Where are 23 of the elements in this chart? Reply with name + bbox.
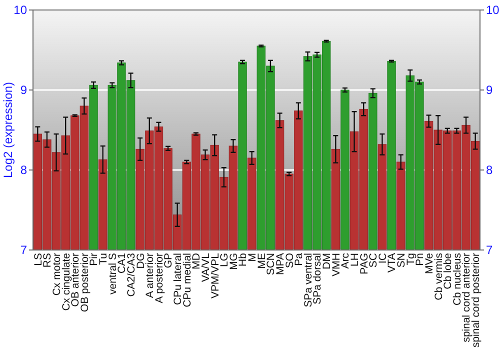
- x-tick-label: Pir: [88, 252, 100, 266]
- x-tick-label: Hb: [237, 252, 250, 266]
- x-tick-label: spinal cord anterior: [460, 252, 473, 342]
- x-tick-label: VPM/VPL: [209, 252, 222, 299]
- x-tick-label: CPu medial: [181, 253, 194, 308]
- y-tick-label: 7: [20, 243, 28, 258]
- x-tick-label: GP: [162, 253, 175, 268]
- y2-tick-label: 8: [486, 163, 493, 178]
- y2-tick-label: 7: [486, 243, 493, 258]
- x-tick-label: DG: [134, 253, 147, 269]
- x-tick-label: PAG: [358, 253, 370, 274]
- y-tick-label: 10: [14, 3, 28, 18]
- y2-tick-label: 9: [486, 83, 493, 98]
- x-tick-label: VTA: [386, 253, 398, 273]
- y-tick-label: 9: [20, 83, 28, 98]
- y2-tick-label: 10: [486, 3, 500, 18]
- x-tick-label: spinal cord posterior: [470, 252, 482, 348]
- y-axis-title: Log2 (expression): [1, 82, 15, 178]
- x-tick-label: SPa dorsal: [312, 253, 324, 304]
- y-tick-label: 8: [20, 163, 28, 178]
- x-tick-label: SO: [284, 253, 296, 268]
- x-tick-label: LS: [32, 253, 44, 266]
- x-tick-label: Cx cingulate: [60, 252, 72, 311]
